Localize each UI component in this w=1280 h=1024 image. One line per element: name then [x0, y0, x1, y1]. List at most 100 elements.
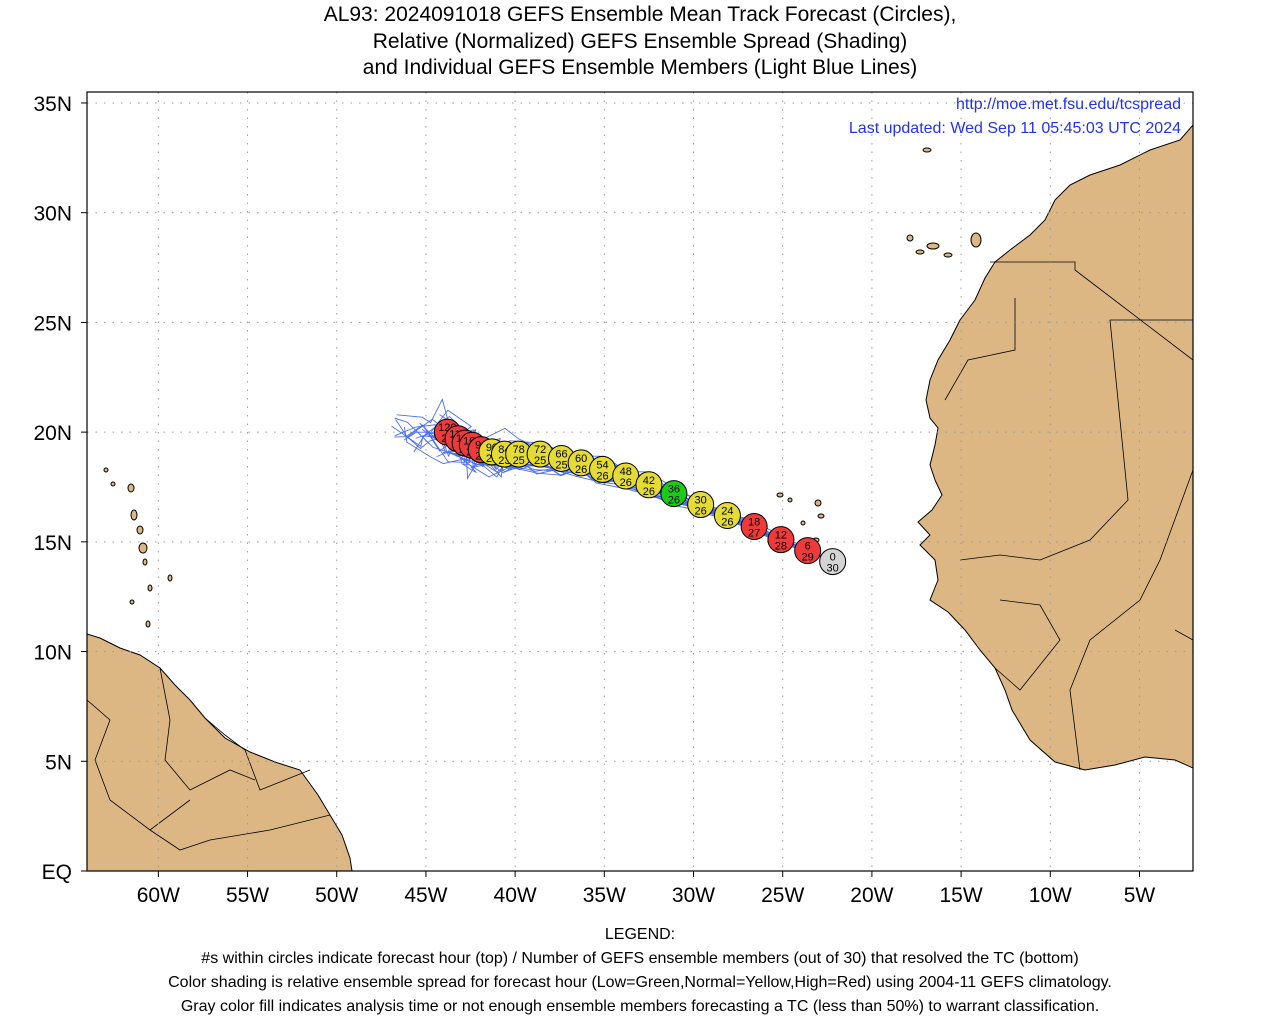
africa-landmass: [917, 92, 1193, 771]
land-layer: [87, 92, 1193, 871]
member-count-label: 30: [827, 563, 839, 575]
member-count-label: 25: [534, 455, 546, 467]
island: [776, 492, 784, 498]
island: [787, 497, 793, 503]
source-url-link[interactable]: http://moe.met.fsu.edu/tcspread: [955, 96, 1181, 113]
member-count-label: 26: [596, 470, 608, 482]
island: [943, 252, 953, 258]
lon-tick-label: 55W: [226, 884, 269, 907]
member-count-label: 26: [575, 464, 587, 476]
track-point-circle: [740, 512, 768, 540]
island: [906, 234, 914, 242]
country-border: [990, 261, 1193, 361]
island: [800, 520, 806, 526]
member-count-label: 26: [695, 506, 707, 518]
island: [167, 574, 173, 582]
forecast-hour-label: 30: [695, 495, 707, 507]
island: [127, 483, 135, 493]
track-point-0: 030: [819, 548, 847, 576]
track-point-circle: [687, 491, 715, 519]
track-point-6: 629: [794, 537, 822, 565]
lon-tick-label: 60W: [137, 884, 180, 907]
track-point-circle: [794, 537, 822, 565]
island: [130, 509, 138, 521]
member-count-label: 26: [668, 495, 680, 507]
forecast-hour-label: 78: [513, 444, 525, 456]
member-count-label: 28: [775, 541, 787, 553]
island: [147, 584, 153, 592]
member-count-label: 26: [643, 486, 655, 498]
lon-tick-label: 20W: [850, 884, 893, 907]
island: [970, 232, 982, 248]
island: [915, 249, 925, 255]
forecast-hour-label: 24: [721, 506, 733, 518]
axis-ticks: 60W 55W 50W 45W 40W 35W 30W 25W 20W 15W 10W 5W 35N 30…: [33, 93, 1155, 907]
lon-tick-label: 10W: [1029, 884, 1072, 907]
forecast-hour-label: 54: [596, 459, 608, 471]
lat-tick-label: 20N: [33, 422, 72, 445]
lon-tick-label: 5W: [1124, 884, 1156, 907]
lon-tick-label: 45W: [404, 884, 447, 907]
country-border: [959, 319, 1129, 561]
forecast-hour-label: 42: [643, 475, 655, 487]
country-border: [1069, 469, 1193, 771]
island: [142, 558, 148, 566]
country-border: [944, 298, 1016, 401]
forecast-hour-label: 6: [805, 541, 811, 553]
grid-lines: [87, 92, 1193, 871]
lat-tick-label: 25N: [33, 312, 72, 335]
legend-line1: #s within circles indicate forecast hour…: [201, 950, 1079, 967]
lon-tick-label: 15W: [940, 884, 983, 907]
forecast-hour-label: 48: [620, 466, 632, 478]
legend-heading: LEGEND:: [604, 926, 676, 943]
country-border: [159, 667, 256, 791]
lat-tick-label: 15N: [33, 532, 72, 555]
lat-tick-label: 10N: [33, 642, 72, 665]
island: [103, 467, 109, 473]
forecast-hour-label: 12: [775, 530, 787, 542]
lat-tick-label: 30N: [33, 203, 72, 226]
member-count-label: 26: [721, 517, 733, 529]
member-count-label: 29: [802, 552, 814, 564]
track-map: 1202211422108221022296239023842378257225…: [33, 91, 1194, 907]
member-count-label: 25: [513, 455, 525, 467]
island: [817, 513, 825, 519]
mean-track-circles: 1202211422108221022296239023842378257225…: [433, 418, 847, 576]
country-border: [204, 717, 311, 791]
lon-tick-label: 30W: [672, 884, 715, 907]
forecast-hour-label: 0: [830, 552, 836, 564]
track-point-circle: [635, 471, 663, 499]
forecast-hour-label: 18: [748, 516, 760, 528]
lon-tick-label: 35W: [583, 884, 626, 907]
lon-tick-label: 25W: [761, 884, 804, 907]
legend-line3: Gray color fill indicates analysis time …: [180, 998, 1100, 1015]
forecast-hour-label: 36: [668, 484, 680, 496]
member-count-label: 26: [620, 477, 632, 489]
track-point-circle: [819, 548, 847, 576]
track-point-circle: [767, 526, 795, 554]
map-frame: [86, 91, 1194, 872]
forecast-hour-label: 72: [534, 444, 546, 456]
country-border: [1174, 629, 1193, 641]
legend-line2: Color shading is relative ensemble sprea…: [168, 974, 1112, 991]
island: [145, 620, 151, 628]
track-point-circle: [713, 502, 741, 530]
island: [138, 542, 148, 554]
lon-tick-label: 40W: [494, 884, 537, 907]
lat-tick-label: 5N: [45, 751, 72, 774]
island: [814, 499, 822, 507]
map-title-line3: and Individual GEFS Ensemble Members (Li…: [362, 56, 918, 79]
track-point-circle: [660, 480, 688, 508]
lat-tick-label: EQ: [42, 861, 72, 884]
member-count-label: 27: [748, 527, 760, 539]
country-border: [87, 699, 191, 831]
member-count-label: 25: [555, 459, 567, 471]
